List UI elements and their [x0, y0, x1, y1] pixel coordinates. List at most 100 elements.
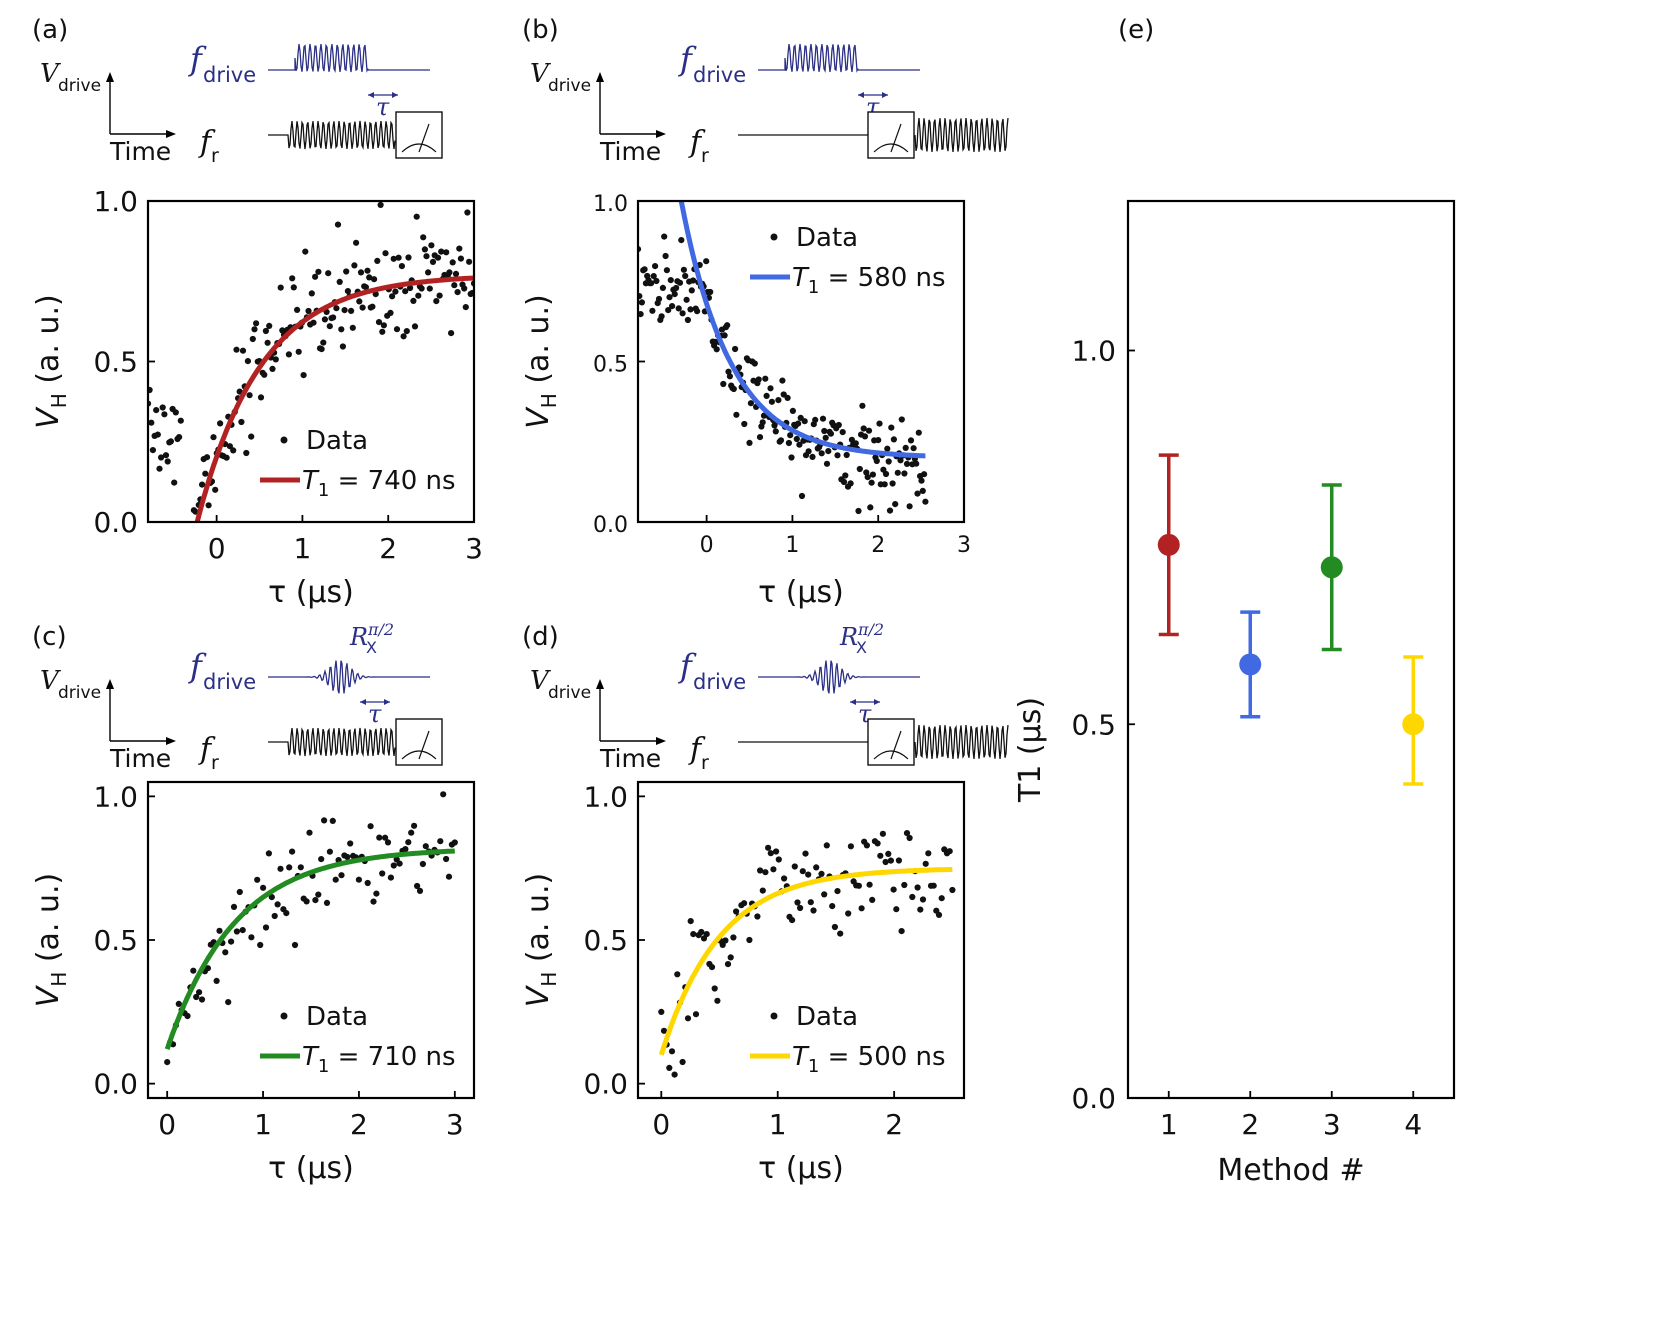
data-point [650, 273, 657, 280]
data-point [248, 934, 255, 941]
data-point [874, 840, 881, 847]
data-point [727, 954, 734, 961]
y-tick-label: 1.0 [583, 780, 628, 813]
meter-arc [401, 750, 437, 760]
data-point [148, 386, 153, 394]
x-axis-label: τ (μs) [758, 575, 844, 610]
data-point [746, 936, 753, 944]
data-point [781, 875, 788, 882]
data-point [326, 323, 333, 330]
data-point [895, 857, 903, 864]
data-point [658, 1008, 665, 1016]
data-point [226, 443, 233, 450]
data-point [818, 450, 825, 457]
x-tick-label: 3 [1323, 1108, 1341, 1141]
data-point [416, 887, 424, 895]
meter-needle [890, 730, 902, 760]
data-point [773, 848, 780, 855]
data-point [202, 470, 209, 477]
data-point [688, 287, 695, 294]
data-point [366, 274, 373, 281]
data-point [189, 575, 195, 581]
data-point [162, 452, 170, 459]
data-point [735, 364, 743, 371]
data-point [730, 934, 737, 941]
data-point [687, 918, 694, 925]
data-point [888, 424, 895, 431]
data-point [893, 906, 900, 913]
data-point [390, 862, 397, 869]
y-tick-label: 0.0 [93, 1068, 138, 1101]
data-point [175, 1000, 182, 1008]
method-point-3 [1320, 483, 1343, 652]
drive-sub: drive [203, 670, 256, 694]
data-point [306, 829, 313, 836]
data-point [842, 472, 849, 479]
data-point [223, 454, 230, 461]
data-point [434, 254, 442, 261]
data-point [767, 850, 774, 857]
data-point [652, 263, 659, 270]
meter-needle [418, 123, 430, 153]
data-point [881, 481, 888, 488]
data-point [877, 852, 884, 859]
data-point [457, 255, 464, 262]
data-point [321, 817, 328, 824]
time-axis-arrow [166, 130, 176, 138]
data-point [216, 927, 223, 934]
legend-data-marker [280, 1012, 288, 1020]
data-point [454, 289, 461, 296]
meter-needle [890, 123, 902, 153]
data-point [917, 906, 924, 913]
data-point [153, 407, 160, 414]
data-point [355, 876, 362, 883]
data-point [671, 1071, 678, 1078]
data-point [906, 503, 913, 510]
data-point [251, 326, 258, 333]
data-point [787, 432, 794, 439]
data-point [798, 492, 806, 500]
data-point [855, 507, 862, 515]
tau-label: τ [376, 93, 390, 121]
data-point [414, 882, 421, 890]
data-point [277, 865, 284, 872]
data-point [655, 295, 663, 303]
data-point [825, 448, 832, 455]
data-point [694, 308, 701, 315]
data-point [789, 407, 797, 414]
data-point [890, 436, 898, 443]
gate-label: R [349, 623, 368, 651]
x-tick-label: 4 [1404, 1108, 1422, 1141]
data-point [922, 860, 929, 867]
data-point [684, 1015, 692, 1022]
data-point [205, 502, 212, 509]
data-point [946, 848, 953, 855]
data-point [674, 971, 681, 978]
data-point [260, 884, 267, 891]
tau-arrow-left [368, 92, 374, 98]
data-point [805, 448, 812, 455]
data-point [290, 284, 297, 291]
data-point [289, 848, 296, 855]
data-point [669, 303, 676, 310]
data-point [876, 420, 883, 427]
legend-data-label: Data [306, 1002, 368, 1032]
data-point [451, 282, 458, 289]
data-point [423, 253, 430, 260]
y-axis-text: T1 (μs) [1013, 697, 1048, 803]
data-point [257, 941, 264, 949]
method-point-4 [1402, 655, 1425, 786]
data-point [659, 284, 667, 291]
data-point [321, 316, 328, 323]
readout-waveform [914, 724, 1009, 760]
data-point [266, 322, 273, 329]
data-point [807, 899, 814, 906]
tau-arrow-right [882, 92, 888, 98]
vdrive-axis-arrow [596, 679, 604, 689]
x-axis-label: τ (μs) [758, 1151, 844, 1186]
method-point-1 [1157, 453, 1180, 637]
data-point [733, 908, 740, 915]
data-point [812, 416, 819, 423]
data-point [658, 313, 665, 320]
